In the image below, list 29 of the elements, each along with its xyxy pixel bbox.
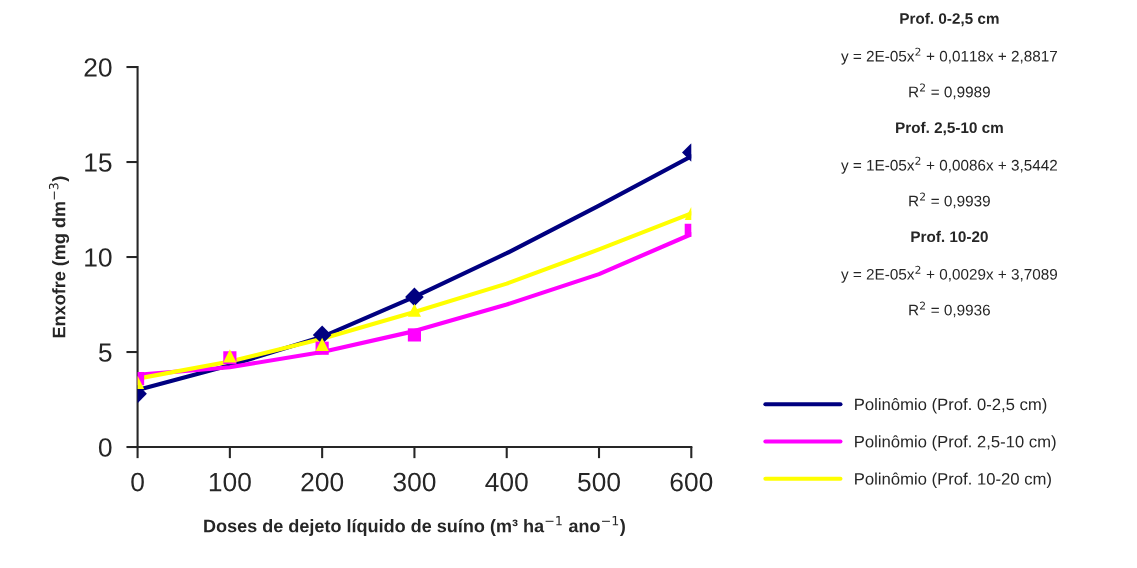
x-tick-label: 300 [393, 472, 436, 492]
point [407, 303, 422, 317]
legend-label: Polinômio (Prof. 0-2,5 cm) [855, 397, 1047, 414]
y-tick-label: 10 [85, 248, 112, 267]
text: y = 2E-05x$^{2}$ + 0,0118x + 2,8817 [841, 47, 1057, 65]
point [315, 337, 329, 352]
text: Prof. 10-20 [911, 230, 988, 243]
y-tick-label: 0 [98, 438, 112, 457]
legend-label: Polinômio (Prof. 2,5-10 cm) [855, 435, 1056, 451]
y-tick-label: 15 [85, 153, 112, 172]
x-tick-label: 600 [670, 472, 713, 492]
text: y = 1E-05x$^{2}$ + 0,0086x + 3,5442 [841, 156, 1057, 174]
x-tick-label: 200 [301, 472, 344, 492]
x-axis-title: Doses de dejeto líquido de suíno (m³ ha$^{−1}$ ano$^{−1}$) [204, 516, 625, 536]
text: Prof. 2,5-10 cm [896, 121, 1003, 136]
y-axis-title: Enxofre (mg dm$^{−3}$) [48, 176, 70, 338]
point [407, 328, 422, 342]
y-tick-label: 20 [84, 58, 112, 77]
y-tick-label: 5 [98, 343, 112, 362]
text: y = 2E-05x$^{2}$ + 0,0029x + 3,7089 [841, 265, 1058, 283]
x-tick-label: 0 [131, 472, 144, 492]
x-tick-label: 400 [485, 472, 528, 492]
text: R$^{2}$ = 0,9989 [909, 83, 990, 100]
text: Prof. 0-2,5 cm [900, 12, 999, 27]
text: R$^{2}$ = 0,9936 [909, 301, 990, 318]
x-tick-label: 500 [578, 472, 620, 492]
text: R$^{2}$ = 0,9939 [909, 192, 990, 209]
legend-label: Polinômio (Prof. 10-20 cm) [855, 472, 1051, 489]
x-tick-label: 100 [209, 472, 251, 492]
